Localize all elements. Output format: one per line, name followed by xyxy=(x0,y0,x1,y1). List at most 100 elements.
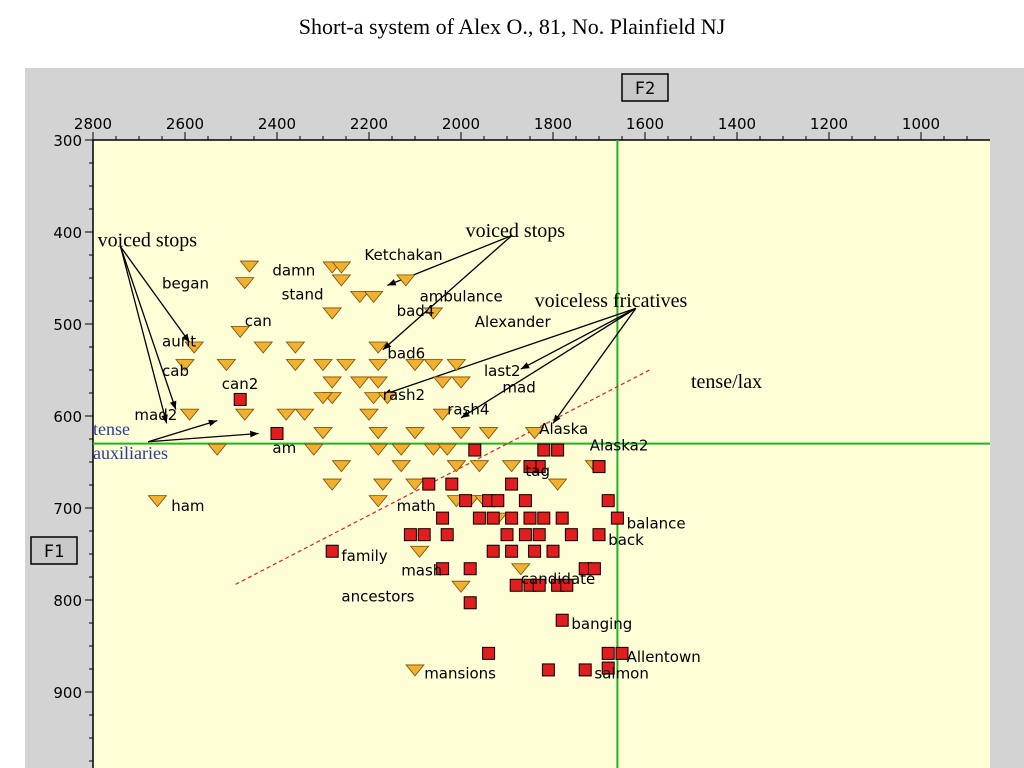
lax-vowel-marker xyxy=(276,408,297,421)
tense-vowel-marker xyxy=(459,494,473,508)
tense-vowel-marker xyxy=(270,426,284,440)
tense-vowel-marker xyxy=(440,528,454,542)
annotation-text: tense xyxy=(93,419,130,439)
arrow-shaft xyxy=(382,307,637,396)
lax-vowel-marker xyxy=(368,359,389,372)
tense-vowel-marker xyxy=(463,562,477,576)
tense-vowel-marker xyxy=(587,562,601,576)
tense-vowel-marker xyxy=(555,613,569,627)
lax-vowel-marker xyxy=(395,274,416,287)
lax-vowel-marker xyxy=(363,290,384,304)
word-label: mad2 xyxy=(134,406,177,424)
lax-vowel-marker xyxy=(409,545,430,558)
lax-vowel-marker xyxy=(313,359,333,372)
lax-vowel-marker xyxy=(349,376,370,389)
lax-vowel-marker xyxy=(147,495,168,508)
word-label: bad4 xyxy=(397,302,435,320)
lax-vowel-marker xyxy=(234,277,255,290)
y-tick-label: 900 xyxy=(53,684,82,702)
f1-axis-badge: F1 xyxy=(30,536,78,565)
tense-vowel-marker xyxy=(610,511,624,525)
word-label: mash xyxy=(401,562,442,580)
tense-vowel-marker xyxy=(325,544,339,558)
arrow-shaft xyxy=(520,307,637,370)
lax-vowel-marker xyxy=(239,260,260,273)
tense-vowel-marker xyxy=(541,663,555,677)
tense-vowel-marker xyxy=(436,562,450,576)
lax-vowel-marker xyxy=(230,325,251,338)
tense-vowel-marker xyxy=(486,511,500,525)
y-axis-ticks: 300 400 500 600 700 800 900 xyxy=(53,132,93,762)
lax-vowel-marker xyxy=(285,359,306,372)
word-label: ancestors xyxy=(341,587,414,605)
lax-vowel-marker xyxy=(432,408,453,421)
tense-vowel-marker xyxy=(523,460,537,474)
arrow-shaft xyxy=(460,307,637,419)
lax-vowel-marker xyxy=(336,359,356,372)
word-label: Alexander xyxy=(475,313,552,331)
lax-vowel-marker xyxy=(423,359,444,372)
y-tick-label: 800 xyxy=(53,592,82,610)
arrow-shaft xyxy=(552,307,637,424)
word-label: can2 xyxy=(222,375,258,393)
tense-vowel-marker xyxy=(532,528,546,542)
lax-vowel-marker xyxy=(322,478,343,491)
arrow-head xyxy=(520,362,530,370)
y-tick-label: 400 xyxy=(53,224,82,242)
word-label: salmon xyxy=(594,665,648,683)
lax-vowel-marker xyxy=(547,478,568,491)
lax-vowel-marker xyxy=(451,427,471,440)
x-tick-label: 1800 xyxy=(534,115,572,133)
lax-vowel-marker xyxy=(363,392,384,405)
lax-vowel-marker xyxy=(349,290,370,304)
arrow-shaft xyxy=(148,432,259,443)
tense-vowel-marker xyxy=(500,528,514,542)
tense-vowel-marker xyxy=(417,528,431,542)
tense-vowel-marker xyxy=(551,443,565,457)
tense-vowel-marker xyxy=(505,544,519,558)
tense-vowel-marker xyxy=(436,511,450,525)
lax-vowel-marker xyxy=(179,408,200,421)
tense-vowel-marker xyxy=(463,596,477,610)
y-tick-label: 700 xyxy=(53,500,82,518)
tense-vowel-marker xyxy=(601,661,615,675)
lax-vowel-marker xyxy=(359,408,379,421)
tense-vowel-marker xyxy=(615,646,629,660)
tense-vowel-marker xyxy=(537,443,551,457)
word-label: banging xyxy=(571,615,632,633)
x-tick-label: 2800 xyxy=(74,115,112,133)
arrow-head xyxy=(161,414,168,424)
lax-vowel-marker xyxy=(331,460,352,473)
word-label: aunt xyxy=(162,332,196,350)
tense-vowel-marker xyxy=(472,511,486,525)
word-label: Ketchakan xyxy=(364,246,442,264)
lax-vowel-marker xyxy=(368,341,389,354)
word-label: began xyxy=(162,275,209,293)
tense-lax-line xyxy=(235,369,650,585)
word-label: family xyxy=(341,547,387,565)
arrow-head xyxy=(182,333,190,343)
word-label: candidate xyxy=(521,570,595,588)
lax-vowel-marker xyxy=(216,359,237,372)
lax-vowel-marker xyxy=(405,359,425,372)
word-label: ham xyxy=(171,497,204,515)
tense-vowel-marker xyxy=(564,528,578,542)
annotation-text: voiceless fricatives xyxy=(535,290,688,312)
lax-vowel-marker xyxy=(368,427,389,440)
tense-lax-boundary xyxy=(235,369,650,585)
arrow-head xyxy=(208,419,218,427)
arrow-shaft xyxy=(120,246,191,343)
lax-vowel-marker xyxy=(322,376,343,389)
arrow-shaft xyxy=(119,246,168,424)
lax-vowel-marker xyxy=(303,443,324,456)
arrow-shaft xyxy=(382,235,513,351)
y-tick-label: 600 xyxy=(53,408,82,426)
tense-vowel-marker xyxy=(233,392,247,406)
x-tick-label: 2000 xyxy=(442,115,480,133)
lax-vowel-marker xyxy=(331,261,352,274)
tense-vowel-marker xyxy=(523,511,537,525)
word-label: stand xyxy=(282,286,324,304)
word-label: last2 xyxy=(484,362,521,380)
word-label: rash4 xyxy=(447,401,489,419)
